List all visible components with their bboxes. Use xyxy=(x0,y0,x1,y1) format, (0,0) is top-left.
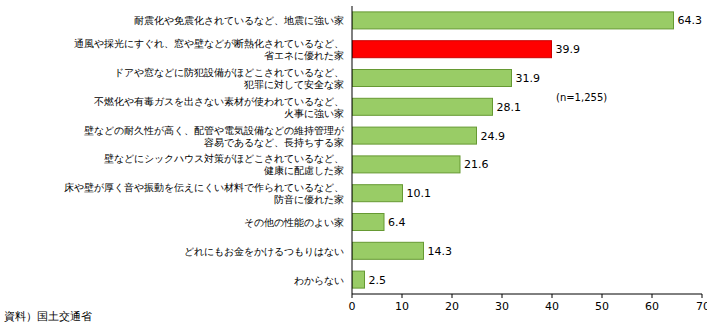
tick-label: 40 xyxy=(545,300,559,313)
tick xyxy=(452,294,453,298)
tick xyxy=(502,294,503,298)
bar xyxy=(352,98,493,115)
tick xyxy=(402,294,403,298)
bar xyxy=(352,156,460,173)
tick-label: 70(%) xyxy=(696,300,707,313)
source: 資料）国土交通省 xyxy=(4,310,92,323)
category-label: 床や壁が厚く音や振動を伝えにくい材料で作られているなど、防音に優れた家 xyxy=(64,182,344,205)
tick xyxy=(702,294,703,298)
bar xyxy=(352,271,365,288)
category-label: 不燃化や有毒ガスを出さない素材が使われているなど、火事に強い家 xyxy=(94,96,344,119)
data-label: 2.5 xyxy=(369,274,387,287)
chart: 64.3 39.9 31.9 28.1 24.9 21.6 10.1 6.4 14.3 2.5 耐震… xyxy=(0,0,707,329)
data-label: 28.1 xyxy=(497,101,522,114)
bar xyxy=(352,41,552,58)
tick xyxy=(552,294,553,298)
y-axis xyxy=(352,6,353,294)
bars xyxy=(352,12,674,288)
tick-label: 10 xyxy=(395,300,409,313)
data-label: 24.9 xyxy=(481,130,506,143)
category-label: どれにもお金をかけるつもりはない xyxy=(184,246,344,257)
category-label: その他の性能のよい家 xyxy=(244,217,344,228)
bar xyxy=(352,185,403,202)
bar xyxy=(352,127,477,144)
bar xyxy=(352,70,512,87)
annotation: (n=1,255) xyxy=(556,92,607,103)
bar xyxy=(352,12,674,29)
bar xyxy=(352,242,424,259)
category-label: わからない xyxy=(294,275,344,286)
category-label: 壁などの耐久性が高く、配管や電気設備などの維持管理が容易であるなど、長持ちする家 xyxy=(84,125,345,148)
tick-label: 60 xyxy=(645,300,659,313)
tick-label: 0 xyxy=(349,300,356,313)
data-label: 31.9 xyxy=(516,72,541,85)
bar xyxy=(352,214,384,231)
x-axis xyxy=(352,294,702,295)
category-label: 壁などにシックハウス対策がほどこされているなど、健康に配慮した家 xyxy=(104,153,344,176)
data-label: 21.6 xyxy=(464,158,489,171)
tick xyxy=(652,294,653,298)
category-label: 通風や採光にすぐれ、窓や壁などが断熱化されているなど、省エネに優れた家 xyxy=(74,38,344,61)
tick-label: 30 xyxy=(495,300,509,313)
tick-label: 50 xyxy=(595,300,609,313)
tick-label: 20 xyxy=(445,300,459,313)
category-label: ドアや窓などに防犯設備がほどこされているなど、犯罪に対して安全な家 xyxy=(114,67,344,90)
data-label: 39.9 xyxy=(556,43,581,56)
tick xyxy=(602,294,603,298)
data-label: 6.4 xyxy=(388,216,406,229)
category-label: 耐震化や免震化されているなど、地震に強い家 xyxy=(134,15,344,26)
tick xyxy=(352,294,353,298)
data-label: 64.3 xyxy=(678,14,703,27)
data-label: 14.3 xyxy=(428,245,453,258)
data-label: 10.1 xyxy=(407,187,432,200)
